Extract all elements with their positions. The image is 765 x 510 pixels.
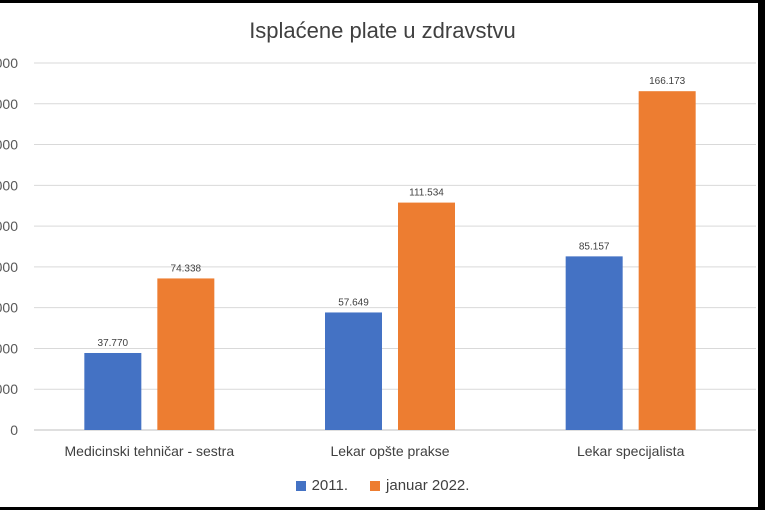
data-label: 37.770 (98, 338, 129, 349)
data-label: 57.649 (338, 297, 369, 308)
data-label: 85.157 (579, 241, 610, 252)
bar (638, 91, 696, 431)
legend-item-2011: 2011. (295, 477, 349, 494)
y-tick-label: 000 (0, 137, 18, 153)
x-tick-label: Medicinski tehničar - sestra (65, 443, 235, 459)
data-label: 74.338 (171, 263, 202, 274)
data-label: 111.534 (409, 188, 444, 199)
legend-label-2022: januar 2022. (386, 477, 470, 494)
bar-chart: 000000000000000000000000000037.77074.338… (0, 55, 756, 459)
y-tick-label: 000 (0, 300, 18, 316)
y-tick-label: 0 (10, 422, 18, 438)
y-tick-label: 000 (0, 96, 18, 112)
y-tick-label: 000 (0, 381, 18, 397)
legend-swatch-2022 (370, 480, 381, 491)
bar (565, 256, 623, 430)
bar (325, 312, 382, 430)
bar (84, 352, 142, 430)
bar (398, 202, 455, 430)
y-tick-label: 000 (0, 55, 18, 71)
legend-swatch-2011 (295, 480, 306, 491)
bar (157, 278, 215, 430)
chart-legend: 2011. januar 2022. (0, 477, 758, 494)
legend-label-2011: 2011. (311, 477, 349, 494)
x-tick-label: Lekar specijalista (577, 443, 685, 459)
legend-item-2022: januar 2022. (370, 477, 469, 494)
y-tick-label: 000 (0, 340, 18, 356)
y-tick-label: 000 (0, 177, 18, 193)
x-tick-label: Lekar opšte prakse (330, 443, 449, 459)
chart-card: Isplaćene plate u zdravstvu 0 00 00 00 00 00 0… (0, 3, 758, 507)
data-label: 166.173 (649, 76, 686, 87)
y-tick-label: 000 (0, 259, 18, 275)
chart-title: Isplaćene plate u zdravstvu (249, 18, 516, 43)
y-tick-label: 000 (0, 218, 18, 234)
